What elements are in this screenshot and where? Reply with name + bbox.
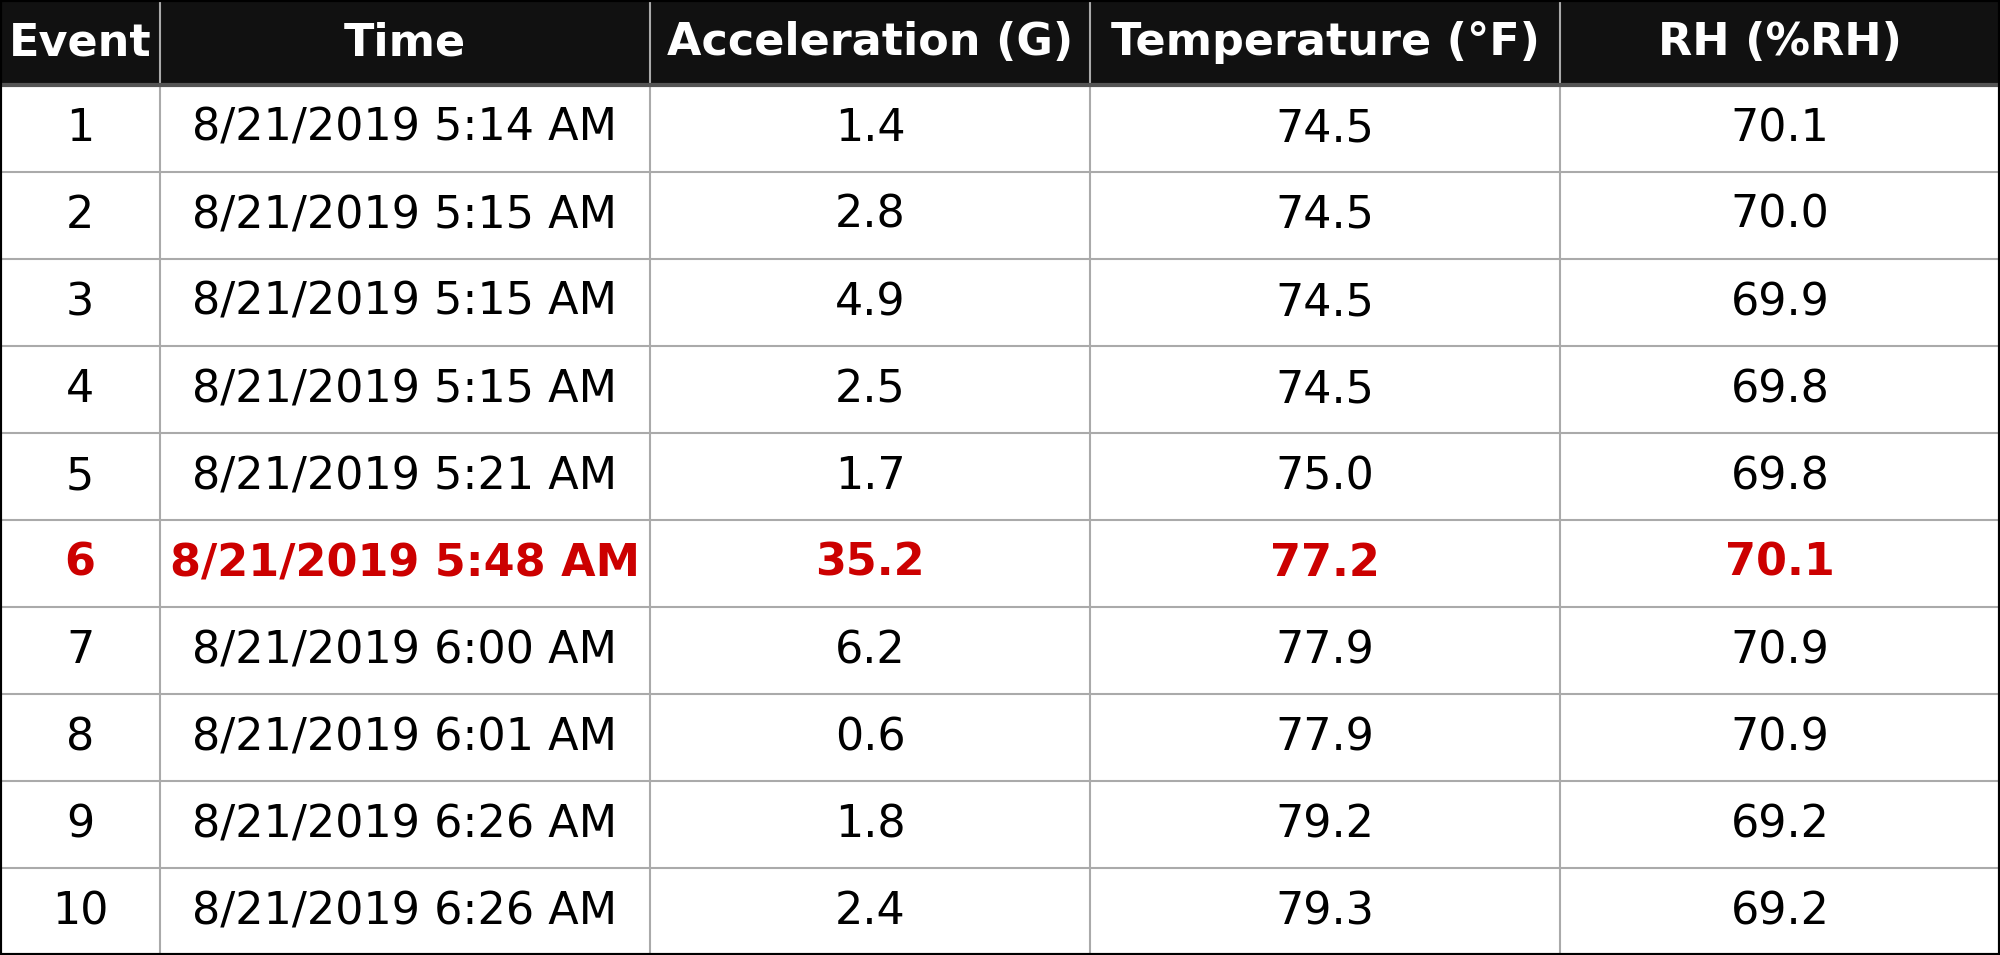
Text: 75.0: 75.0	[1276, 455, 1374, 498]
Text: 8: 8	[66, 716, 94, 759]
Text: 6.2: 6.2	[834, 629, 906, 672]
Text: 8/21/2019 5:21 AM: 8/21/2019 5:21 AM	[192, 455, 618, 498]
Text: 2: 2	[66, 194, 94, 237]
Text: Time: Time	[344, 21, 466, 64]
Text: 74.5: 74.5	[1276, 281, 1374, 324]
Text: 79.3: 79.3	[1276, 890, 1374, 933]
Text: 8/21/2019 6:26 AM: 8/21/2019 6:26 AM	[192, 803, 618, 846]
Text: 70.9: 70.9	[1730, 629, 1830, 672]
Text: 69.2: 69.2	[1730, 890, 1830, 933]
Text: 70.1: 70.1	[1730, 107, 1830, 150]
Text: 2.8: 2.8	[834, 194, 906, 237]
Text: 1.4: 1.4	[834, 107, 906, 150]
Text: Temperature (°F): Temperature (°F)	[1110, 21, 1540, 64]
Text: 8/21/2019 5:15 AM: 8/21/2019 5:15 AM	[192, 368, 618, 411]
Text: 69.8: 69.8	[1730, 368, 1830, 411]
Text: 8/21/2019 5:14 AM: 8/21/2019 5:14 AM	[192, 107, 618, 150]
Text: 8/21/2019 5:48 AM: 8/21/2019 5:48 AM	[170, 542, 640, 585]
Text: 7: 7	[66, 629, 94, 672]
Text: 8/21/2019 6:01 AM: 8/21/2019 6:01 AM	[192, 716, 618, 759]
Text: 4: 4	[66, 368, 94, 411]
Text: 35.2: 35.2	[816, 542, 924, 585]
Text: 70.9: 70.9	[1730, 716, 1830, 759]
Text: 69.2: 69.2	[1730, 803, 1830, 846]
Text: 8/21/2019 5:15 AM: 8/21/2019 5:15 AM	[192, 281, 618, 324]
Text: 79.2: 79.2	[1276, 803, 1374, 846]
Text: 74.5: 74.5	[1276, 368, 1374, 411]
Text: 8/21/2019 6:00 AM: 8/21/2019 6:00 AM	[192, 629, 618, 672]
Text: 10: 10	[52, 890, 108, 933]
Text: 1.7: 1.7	[834, 455, 906, 498]
Text: 70.1: 70.1	[1726, 542, 1834, 585]
Text: 1.8: 1.8	[834, 803, 906, 846]
Text: 4.9: 4.9	[834, 281, 906, 324]
Text: RH (%RH): RH (%RH)	[1658, 21, 1902, 64]
Text: Acceleration (G): Acceleration (G)	[666, 21, 1074, 64]
Text: 77.9: 77.9	[1276, 716, 1374, 759]
Text: 74.5: 74.5	[1276, 194, 1374, 237]
Text: 9: 9	[66, 803, 94, 846]
Text: 77.2: 77.2	[1270, 542, 1380, 585]
Text: 2.4: 2.4	[834, 890, 906, 933]
Text: 8/21/2019 5:15 AM: 8/21/2019 5:15 AM	[192, 194, 618, 237]
Text: 1: 1	[66, 107, 94, 150]
Text: 3: 3	[66, 281, 94, 324]
Text: 70.0: 70.0	[1730, 194, 1830, 237]
Text: 6: 6	[64, 542, 96, 585]
Text: 5: 5	[66, 455, 94, 498]
Text: Event: Event	[8, 21, 152, 64]
Text: 74.5: 74.5	[1276, 107, 1374, 150]
Text: 8/21/2019 6:26 AM: 8/21/2019 6:26 AM	[192, 890, 618, 933]
Text: 0.6: 0.6	[834, 716, 906, 759]
Text: 2.5: 2.5	[834, 368, 906, 411]
Text: 69.8: 69.8	[1730, 455, 1830, 498]
Text: 69.9: 69.9	[1730, 281, 1830, 324]
Text: 77.9: 77.9	[1276, 629, 1374, 672]
